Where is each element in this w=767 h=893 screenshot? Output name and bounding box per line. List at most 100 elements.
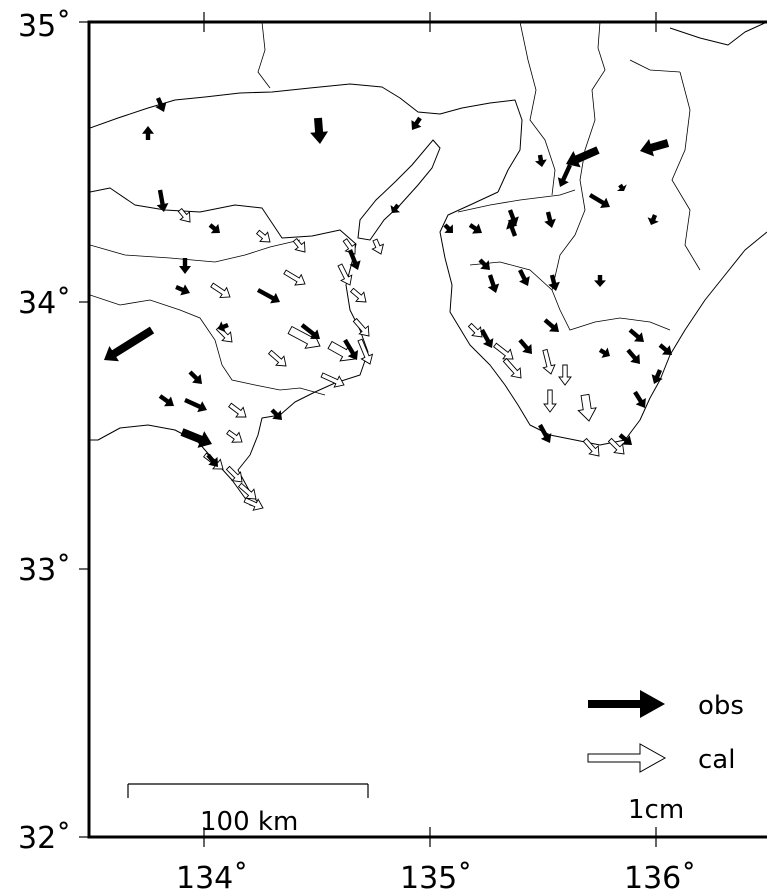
awaji-island (357, 139, 441, 241)
obs-arrow (518, 338, 533, 355)
obs-arrow (180, 428, 213, 448)
cal-arrow (467, 322, 483, 338)
cal-arrow (337, 263, 353, 286)
obs-arrow (155, 97, 167, 112)
obs-arrow (270, 408, 282, 420)
legend: obs cal 1cm (587, 690, 744, 825)
obs-arrow (184, 397, 208, 413)
obs-arrow (142, 126, 154, 140)
pref-boundary (519, 23, 556, 196)
map-area (90, 23, 767, 511)
pref-boundary (90, 294, 326, 396)
obs-arrow (543, 318, 560, 333)
obs-arrow (206, 453, 219, 468)
obs-arrow (208, 223, 220, 234)
cal-arrow (543, 389, 557, 413)
obs-arrow (347, 249, 361, 271)
obs-arrow (103, 326, 155, 362)
cal-arrow (210, 282, 231, 299)
legend-scale-label: 1cm (628, 795, 684, 825)
obs-arrow (544, 211, 556, 228)
cal-arrow (349, 287, 367, 303)
pref-boundary (457, 189, 576, 213)
cal-arrow (255, 229, 271, 243)
obs-arrow (310, 117, 329, 144)
obs-arrow (343, 338, 359, 360)
obs-arrow (647, 214, 659, 225)
pref-boundary (257, 23, 271, 89)
scale-bar: 100 km (127, 783, 369, 837)
chugoku-coastline (90, 83, 523, 193)
cal-arrow (225, 465, 243, 483)
axis-ticks (79, 12, 657, 847)
cal-arrow (320, 372, 345, 388)
obs-arrow (411, 116, 422, 130)
obs-arrow (651, 369, 663, 384)
obs-arrow (518, 269, 530, 286)
cal-arrow (607, 437, 625, 455)
obs-arrow (179, 258, 191, 274)
cal-arrow (577, 393, 597, 422)
cal-arrow (267, 349, 287, 367)
obs-arrow (557, 164, 573, 188)
cal-arrow (228, 402, 247, 418)
obs-arrow (218, 321, 229, 333)
obs-arrow (256, 288, 280, 304)
scale-bar-label: 100 km (200, 807, 298, 837)
cal-legend-arrow (587, 743, 667, 773)
obs-arrow (548, 274, 560, 291)
cal-arrow (177, 207, 191, 223)
obs-arrow (628, 328, 645, 343)
lat-label-34: 34˚ (18, 286, 71, 321)
cal-arrow (237, 482, 257, 500)
lat-label-35: 35˚ (18, 9, 71, 44)
obs-arrow (598, 347, 610, 358)
cal-arrow (542, 348, 556, 375)
pref-boundary (671, 71, 701, 271)
cal-arrow (352, 317, 370, 337)
pref-boundary (551, 23, 671, 331)
lat-label-32: 32˚ (18, 821, 71, 856)
arrow-layer (103, 97, 673, 511)
cal-legend-label: cal (698, 745, 735, 775)
cal-arrow (558, 364, 572, 386)
lon-label-135: 135˚ (400, 861, 472, 893)
obs-arrow (158, 394, 175, 407)
obs-arrow (640, 139, 670, 157)
cal-arrow (292, 237, 306, 253)
obs-arrow (175, 284, 190, 296)
obs-arrow (478, 258, 490, 270)
cal-arrow (371, 238, 385, 255)
cal-arrow (502, 357, 522, 379)
ise-coastline (669, 23, 767, 46)
obs-arrow (616, 183, 627, 192)
lon-label-136: 136˚ (624, 861, 696, 893)
obs-arrow (468, 223, 482, 234)
obs-arrow (594, 275, 606, 287)
cal-arrow (226, 429, 243, 443)
obs-arrow (588, 193, 610, 209)
lon-label-134: 134˚ (176, 861, 248, 893)
cal-arrow (243, 497, 264, 511)
cal-arrow (215, 325, 233, 343)
cal-arrow (287, 325, 321, 349)
obs-arrow (633, 390, 646, 409)
obs-arrow (538, 423, 552, 444)
cal-arrow (582, 437, 600, 457)
obs-arrow (188, 370, 203, 385)
cal-arrow (357, 338, 374, 365)
cal-arrow (283, 269, 306, 286)
obs-arrow (390, 203, 401, 214)
obs-arrow (626, 348, 641, 365)
obs-arrow (300, 323, 320, 339)
pref-boundary (90, 239, 301, 263)
obs-legend-arrow (588, 690, 665, 718)
obs-arrow (658, 343, 673, 356)
obs-arrow (618, 433, 633, 446)
obs-legend-label: obs (698, 691, 744, 721)
obs-arrow (156, 189, 169, 213)
pref-boundary (629, 59, 681, 73)
obs-arrow (443, 223, 453, 233)
lat-label-33: 33˚ (18, 553, 71, 588)
